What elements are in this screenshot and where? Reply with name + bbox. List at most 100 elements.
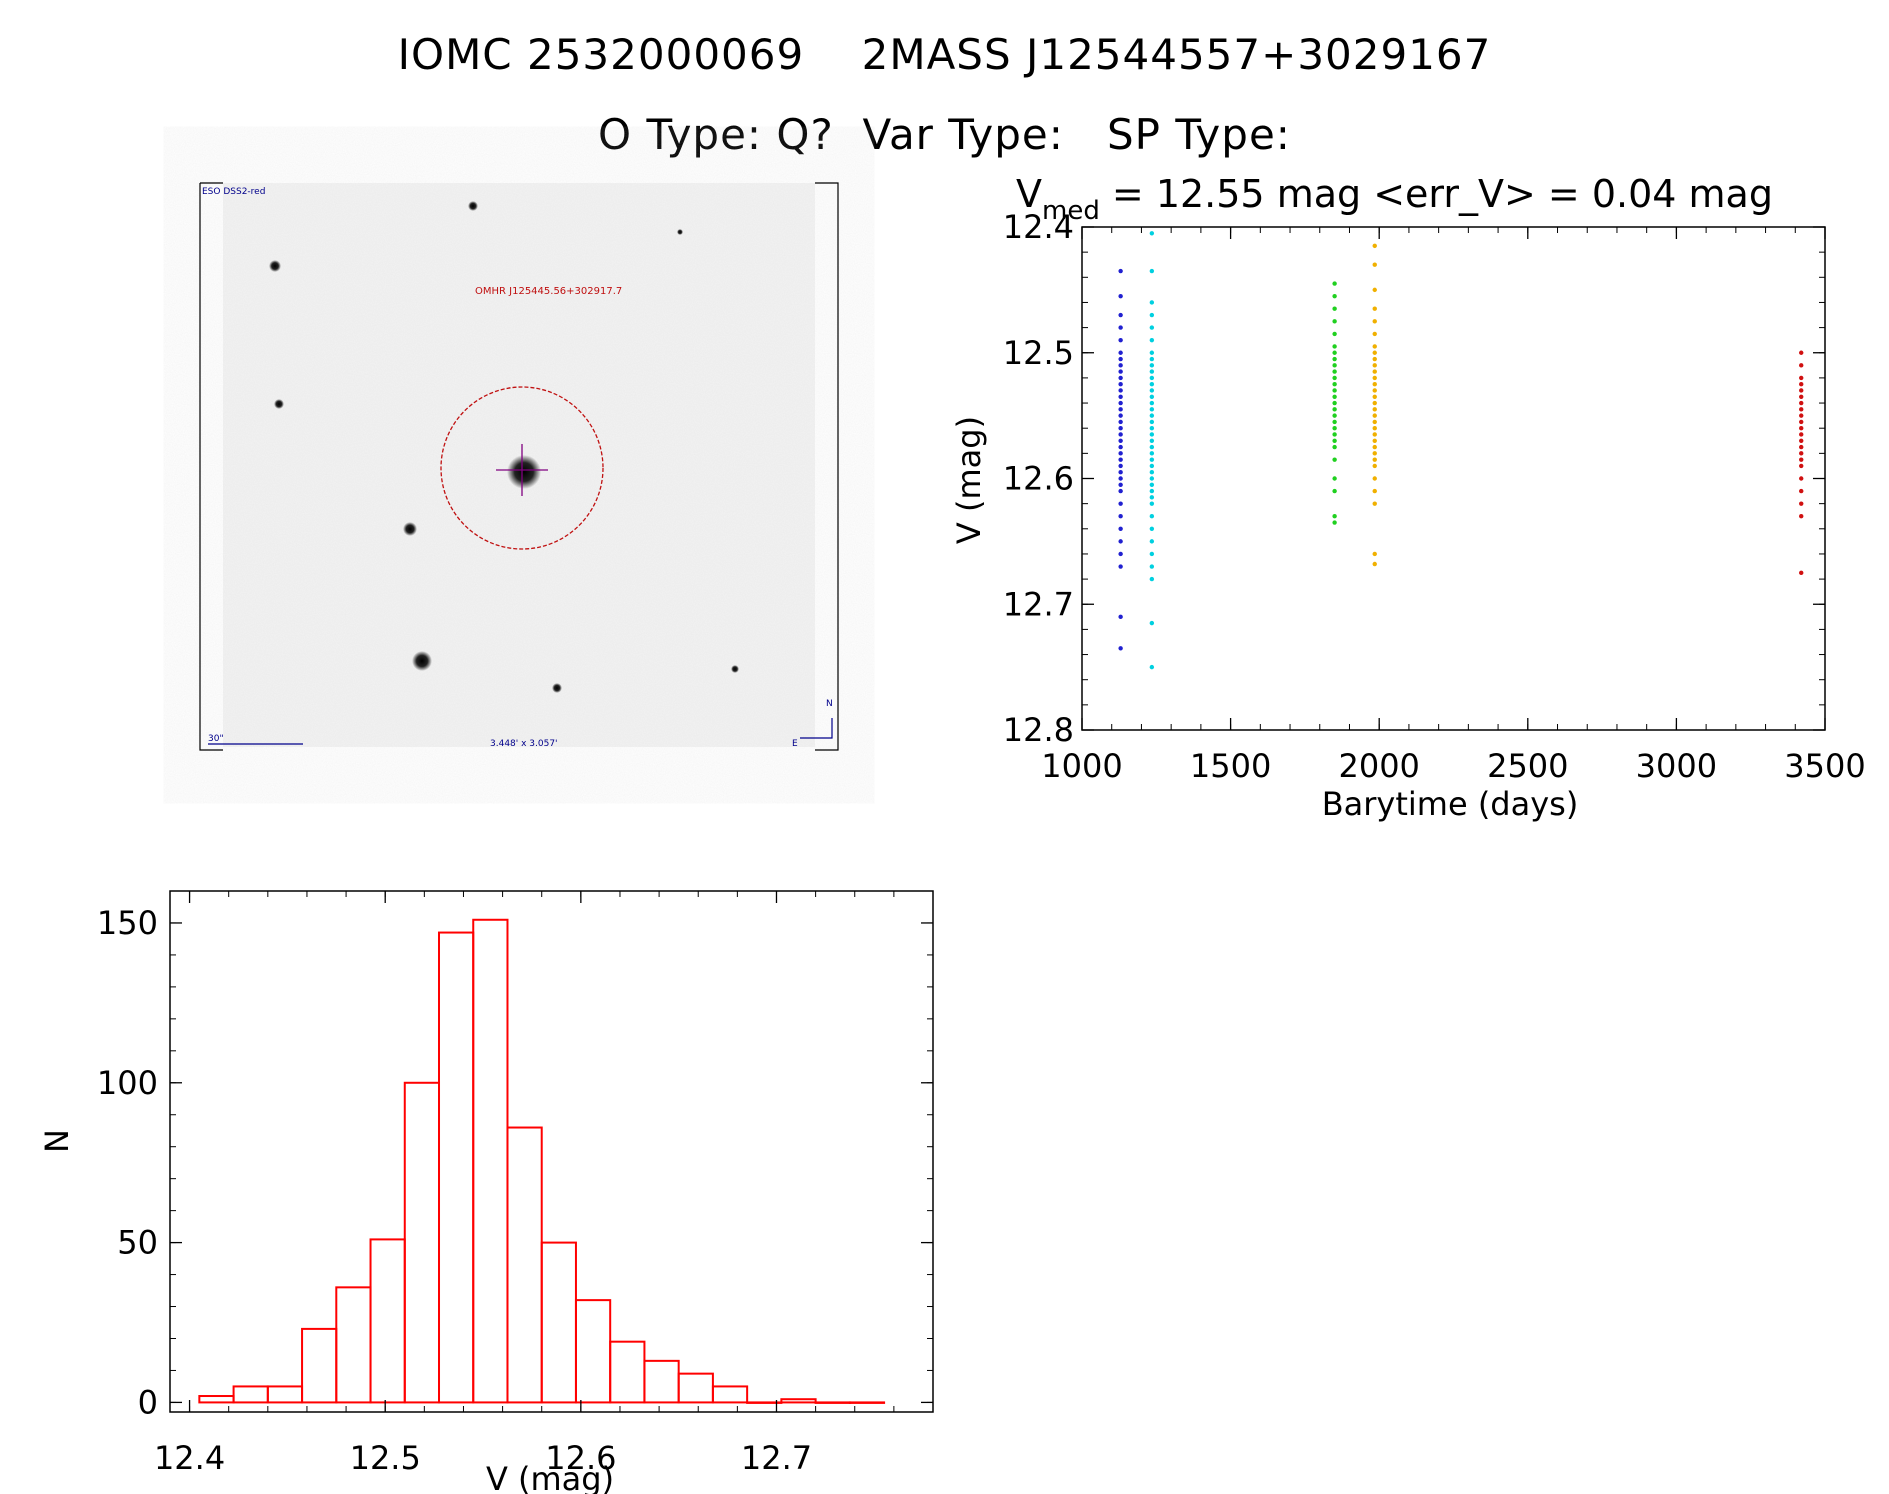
lc-point xyxy=(1118,268,1123,274)
hist-x-tick-label: 12.6 xyxy=(545,1439,616,1477)
lc-point xyxy=(1149,488,1155,494)
lc-point xyxy=(1118,463,1123,469)
lc-point xyxy=(1332,400,1337,406)
lc-y-tick-label: 12.8 xyxy=(1003,711,1074,749)
hist-x-tick-labels: 12.4 12.5 12.6 12.7 xyxy=(154,1439,812,1477)
lc-point xyxy=(1149,463,1155,469)
lc-point xyxy=(1118,293,1123,299)
lc-point xyxy=(1149,539,1155,544)
lc-point xyxy=(1118,388,1123,393)
lc-point xyxy=(1149,231,1155,236)
lc-point xyxy=(1118,482,1123,487)
hist-bar xyxy=(232,1385,269,1404)
hist-x-tick-label: 12.7 xyxy=(741,1439,812,1477)
lc-point xyxy=(1149,388,1155,393)
lc-point xyxy=(1372,319,1377,324)
lc-point xyxy=(1118,356,1123,362)
lc-point xyxy=(1118,526,1123,531)
lc-point xyxy=(1149,482,1155,487)
lc-point xyxy=(1799,463,1804,469)
lc-title: Vmed = 12.55 mag <err_V> = 0.04 mag xyxy=(1016,172,1773,226)
lc-point xyxy=(1118,375,1123,381)
lc-point xyxy=(1149,470,1155,475)
lc-point xyxy=(1149,350,1155,355)
hist-bar xyxy=(711,1385,749,1404)
lc-point xyxy=(1372,444,1377,450)
lc-point xyxy=(1149,476,1155,481)
lc-point xyxy=(1332,419,1337,425)
lc-point xyxy=(1118,488,1123,494)
lc-point xyxy=(1118,426,1123,431)
hist-y-tick-labels: 0 50 100 150 xyxy=(97,904,158,1421)
figure-title: IOMC 2532000069 2MASS J12544557+3029167 xyxy=(397,30,1492,79)
lc-point xyxy=(1799,363,1804,368)
lc-title-prefix: V xyxy=(1016,172,1042,216)
lc-point xyxy=(1118,407,1123,412)
lc-point xyxy=(1118,457,1123,462)
lc-point xyxy=(1332,319,1337,324)
lc-point xyxy=(1372,413,1377,418)
lc-y-axis-label: V (mag) xyxy=(950,416,988,544)
lc-point xyxy=(1799,476,1804,481)
lc-point xyxy=(1799,426,1804,431)
target-crosshair xyxy=(496,444,548,496)
hist-bar xyxy=(335,1286,372,1404)
star xyxy=(274,399,284,409)
lc-point xyxy=(1332,344,1337,349)
lc-point xyxy=(1149,394,1155,399)
lc-point xyxy=(1332,426,1337,431)
lc-point xyxy=(1149,356,1155,362)
lc-point xyxy=(1149,337,1155,343)
lc-point xyxy=(1149,413,1155,418)
lc-point xyxy=(1332,476,1337,481)
lc-point xyxy=(1372,344,1377,349)
lc-point xyxy=(1799,350,1804,355)
lc-point xyxy=(1118,614,1123,620)
lc-point xyxy=(1799,419,1804,425)
lc-point xyxy=(1149,495,1155,500)
lc-point xyxy=(1799,432,1804,437)
lc-point xyxy=(1149,501,1155,506)
lc-y-tick-labels: 12.4 12.5 12.6 12.7 12.8 xyxy=(1003,208,1074,749)
hist-y-axis-label: N xyxy=(38,1129,76,1153)
lc-x-tick-label: 2000 xyxy=(1338,747,1419,785)
lc-ticks xyxy=(1081,226,1826,731)
lc-y-tick-label: 12.7 xyxy=(1003,585,1074,623)
lc-x-tick-label: 1500 xyxy=(1190,747,1271,785)
lc-point xyxy=(1799,394,1804,399)
lc-x-tick-label: 3000 xyxy=(1636,747,1717,785)
lc-point xyxy=(1372,438,1377,443)
lc-point xyxy=(1799,444,1804,450)
lc-x-tick-label: 3500 xyxy=(1784,747,1865,785)
target-circle xyxy=(440,386,604,550)
field-stars xyxy=(269,201,739,693)
lc-point xyxy=(1332,413,1337,418)
hist-y-tick-label: 0 xyxy=(138,1383,158,1421)
lc-point xyxy=(1118,646,1123,651)
lc-point xyxy=(1149,457,1155,462)
compass-arrows xyxy=(800,718,833,739)
lc-point xyxy=(1372,306,1377,311)
survey-label: ESO DSS2-red xyxy=(202,187,265,197)
lc-point xyxy=(1799,381,1804,387)
hist-bar xyxy=(780,1398,817,1404)
lc-point xyxy=(1149,514,1155,519)
lc-point xyxy=(1149,551,1155,557)
lc-point xyxy=(1118,514,1123,519)
lc-point xyxy=(1372,350,1377,355)
lc-point xyxy=(1332,375,1337,381)
lc-point xyxy=(1149,419,1155,425)
lc-point xyxy=(1149,407,1155,412)
hist-bar xyxy=(301,1327,338,1404)
lc-point xyxy=(1149,526,1155,531)
hist-bar xyxy=(609,1340,646,1404)
hist-bar xyxy=(848,1401,886,1404)
lc-point xyxy=(1332,381,1337,387)
lc-point xyxy=(1372,262,1377,267)
lc-point xyxy=(1118,470,1123,475)
fov-label: 3.448' x 3.057' xyxy=(490,739,558,749)
lc-point xyxy=(1372,488,1377,494)
lc-point xyxy=(1332,369,1337,374)
lc-point xyxy=(1149,576,1155,582)
